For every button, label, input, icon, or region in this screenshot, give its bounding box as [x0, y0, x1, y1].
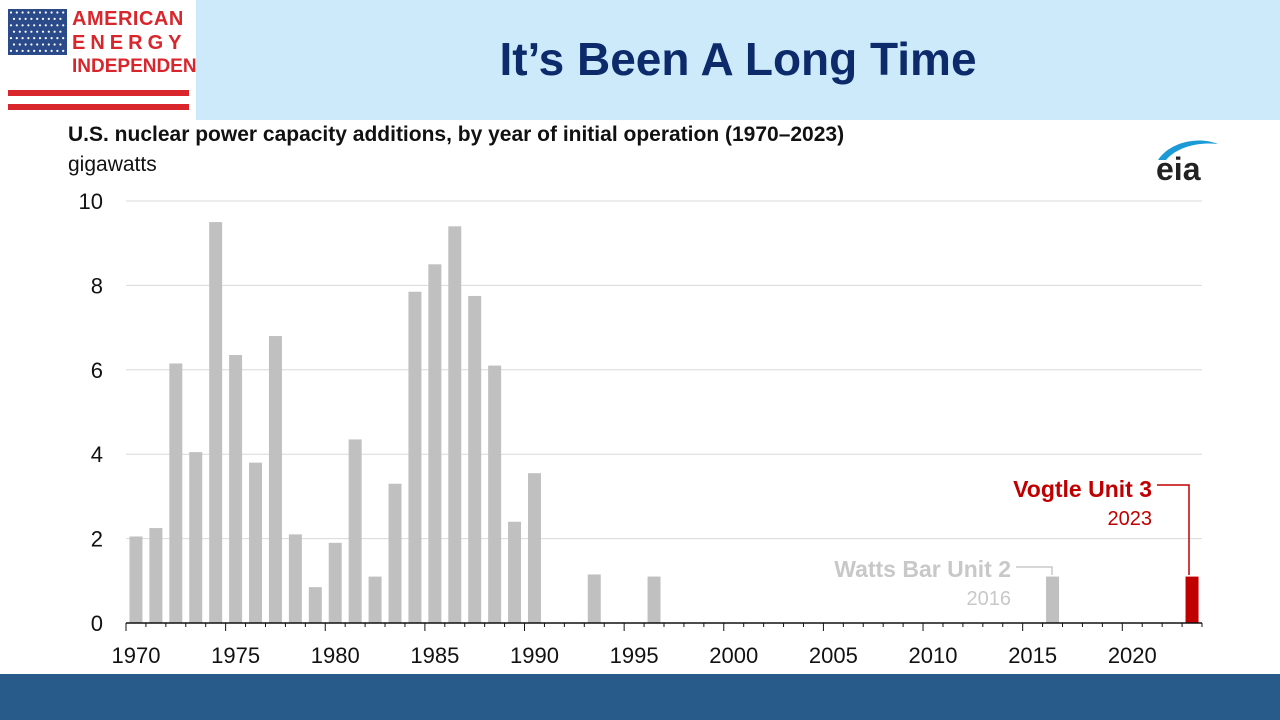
x-tick-label: 1970 — [112, 643, 161, 668]
annotation-vogtle-leader — [1157, 484, 1190, 575]
bar-1972 — [169, 363, 183, 623]
footer-band — [0, 674, 1280, 720]
annotation-vogtle-year: 2023 — [1108, 508, 1153, 530]
x-tick-label: 2000 — [709, 643, 758, 668]
x-tick-label: 2020 — [1108, 643, 1157, 668]
x-axis-ticks: 1970 1975 1980 1985 1990 1995 2000 2005 2010 2015… — [112, 623, 1203, 668]
logo-line-independence: INDEPENDENCE — [72, 56, 223, 77]
bar-1983 — [388, 483, 402, 623]
y-axis-ticks: 0 2 4 6 8 10 — [79, 189, 103, 636]
annotation-vogtle-name: Vogtle Unit 3 — [1013, 476, 1152, 502]
bar-2016 — [1046, 576, 1060, 623]
bar-1993 — [587, 574, 601, 623]
annotation-watts-bar-leader — [1016, 566, 1053, 575]
bar-1975 — [229, 355, 243, 623]
x-tick-label: 2005 — [809, 643, 858, 668]
annotation-watts-bar-year: 2016 — [967, 588, 1012, 610]
y-tick-label: 4 — [91, 442, 103, 467]
title-band: It’s Been A Long Time — [196, 0, 1280, 120]
chart-unit-label: gigawatts — [68, 153, 157, 176]
bar-1971 — [149, 528, 163, 623]
logo-line-energy: ENERGY — [72, 32, 187, 54]
y-tick-label: 8 — [91, 273, 103, 298]
gridlines — [126, 200, 1202, 540]
bar-1977 — [268, 336, 282, 623]
bar-1990 — [527, 473, 541, 623]
y-tick-label: 6 — [91, 358, 103, 383]
x-tick-label: 2015 — [1008, 643, 1057, 668]
eia-logo-icon: eia — [1156, 140, 1218, 186]
logo-line-american: AMERICAN — [72, 8, 184, 30]
logo-wordmark: AMERICAN ENERGY INDEPENDENCE — [72, 7, 223, 79]
bar-1981 — [348, 439, 362, 623]
y-tick-label: 2 — [91, 527, 103, 552]
bar-1984 — [408, 291, 422, 623]
x-tick-label: 2010 — [909, 643, 958, 668]
bar-1974 — [209, 222, 223, 623]
bar-1976 — [249, 462, 263, 623]
annotation-watts-bar-name: Watts Bar Unit 2 — [834, 556, 1011, 582]
chart-title: U.S. nuclear power capacity additions, b… — [68, 123, 845, 146]
bar-1970 — [129, 536, 143, 623]
bar-1987 — [468, 295, 482, 623]
x-tick-label: 1980 — [311, 643, 360, 668]
annotations: Watts Bar Unit 2 2016 Vogtle Unit 3 2023 — [834, 476, 1190, 610]
bar-1985 — [428, 264, 442, 623]
bar-1982 — [368, 576, 382, 623]
page-title: It’s Been A Long Time — [499, 33, 977, 85]
y-tick-label: 10 — [79, 189, 103, 214]
bar-1989 — [508, 521, 522, 623]
bar-1978 — [288, 534, 302, 623]
bar-2023 — [1185, 576, 1199, 623]
bar-1973 — [189, 452, 203, 623]
bar-1980 — [328, 542, 342, 623]
eia-logo-text: eia — [1156, 151, 1201, 186]
y-tick-label: 0 — [91, 611, 103, 636]
bars — [129, 222, 1199, 623]
company-logo: AMERICAN ENERGY INDEPENDENCE — [0, 0, 223, 120]
us-flag-icon — [8, 9, 67, 55]
x-tick-label: 1995 — [610, 643, 659, 668]
bar-1988 — [488, 365, 502, 623]
x-tick-label: 1975 — [211, 643, 260, 668]
x-tick-label: 1990 — [510, 643, 559, 668]
x-tick-label: 1985 — [410, 643, 459, 668]
logo-stripe — [8, 90, 189, 96]
logo-stripe — [8, 104, 189, 110]
bar-1979 — [308, 587, 322, 623]
bar-1996 — [647, 576, 661, 623]
bar-1986 — [448, 226, 462, 623]
